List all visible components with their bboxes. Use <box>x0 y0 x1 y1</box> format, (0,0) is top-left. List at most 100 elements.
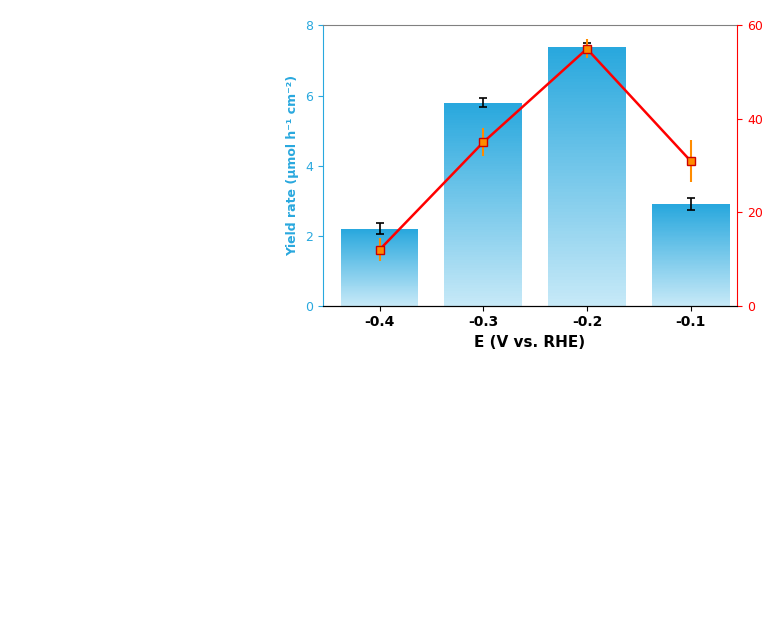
Bar <box>341 265 419 266</box>
Bar <box>445 268 522 270</box>
Bar <box>652 276 730 278</box>
Bar <box>548 150 626 154</box>
Bar <box>341 290 419 291</box>
Bar <box>445 123 522 125</box>
Bar <box>548 134 626 137</box>
Bar <box>652 264 730 265</box>
Bar <box>445 250 522 252</box>
Bar <box>341 262 419 263</box>
Bar <box>445 280 522 283</box>
Bar <box>652 283 730 284</box>
Bar <box>652 237 730 238</box>
Bar <box>445 176 522 179</box>
Bar <box>445 247 522 250</box>
Bar <box>445 197 522 199</box>
Bar <box>341 246 419 247</box>
Bar <box>341 230 419 231</box>
Bar <box>548 118 626 121</box>
Bar <box>548 163 626 166</box>
Bar <box>341 294 419 295</box>
Bar <box>652 268 730 269</box>
Bar <box>652 260 730 261</box>
Bar <box>445 283 522 285</box>
Bar <box>652 225 730 227</box>
Bar <box>341 245 419 246</box>
Bar <box>341 289 419 290</box>
Bar <box>652 266 730 268</box>
Bar <box>652 220 730 222</box>
Bar <box>445 182 522 184</box>
Bar <box>341 249 419 250</box>
Bar <box>548 211 626 215</box>
Bar <box>548 105 626 108</box>
Bar <box>341 257 419 259</box>
Bar <box>445 169 522 171</box>
Bar <box>652 302 730 303</box>
Bar <box>341 232 419 233</box>
Bar <box>548 176 626 180</box>
Bar <box>445 288 522 290</box>
Bar <box>341 261 419 262</box>
Bar <box>341 247 419 248</box>
Bar <box>341 291 419 292</box>
Bar <box>445 301 522 303</box>
Bar <box>548 108 626 111</box>
Bar <box>548 225 626 228</box>
Bar <box>341 271 419 272</box>
Bar <box>445 245 522 247</box>
Bar <box>652 290 730 292</box>
Bar <box>652 204 730 205</box>
Bar <box>341 244 419 245</box>
Bar <box>652 282 730 283</box>
Bar <box>548 199 626 202</box>
Bar <box>548 147 626 150</box>
Bar <box>548 180 626 183</box>
Bar <box>445 219 522 222</box>
Bar <box>445 296 522 298</box>
Bar <box>652 252 730 254</box>
Bar <box>652 259 730 260</box>
Bar <box>652 229 730 231</box>
Bar <box>548 192 626 196</box>
Bar <box>652 217 730 218</box>
Bar <box>445 237 522 240</box>
Bar <box>445 260 522 262</box>
Bar <box>548 69 626 73</box>
Bar <box>548 121 626 124</box>
Bar <box>548 299 626 303</box>
Bar <box>341 254 419 255</box>
Bar <box>548 244 626 247</box>
Bar <box>341 236 419 238</box>
Bar <box>652 271 730 273</box>
Bar <box>548 73 626 76</box>
Bar <box>445 252 522 255</box>
Bar <box>445 255 522 257</box>
Bar <box>548 264 626 267</box>
Bar <box>341 303 419 304</box>
Bar <box>445 298 522 301</box>
Bar <box>548 111 626 115</box>
Bar <box>548 59 626 62</box>
Bar <box>445 108 522 110</box>
Bar <box>548 154 626 157</box>
Bar <box>445 273 522 275</box>
Bar <box>445 103 522 105</box>
Bar <box>548 169 626 173</box>
Bar <box>652 228 730 229</box>
Bar <box>652 248 730 250</box>
Bar <box>548 267 626 270</box>
Bar <box>652 215 730 217</box>
Bar <box>445 204 522 206</box>
Bar <box>341 263 419 264</box>
Bar <box>548 276 626 280</box>
Bar <box>341 248 419 249</box>
Bar <box>652 210 730 211</box>
Bar <box>445 211 522 214</box>
Bar <box>652 304 730 306</box>
Bar <box>341 269 419 270</box>
Bar <box>652 242 730 243</box>
Bar <box>445 128 522 131</box>
Bar <box>548 92 626 95</box>
Bar <box>548 62 626 66</box>
Bar <box>548 66 626 69</box>
